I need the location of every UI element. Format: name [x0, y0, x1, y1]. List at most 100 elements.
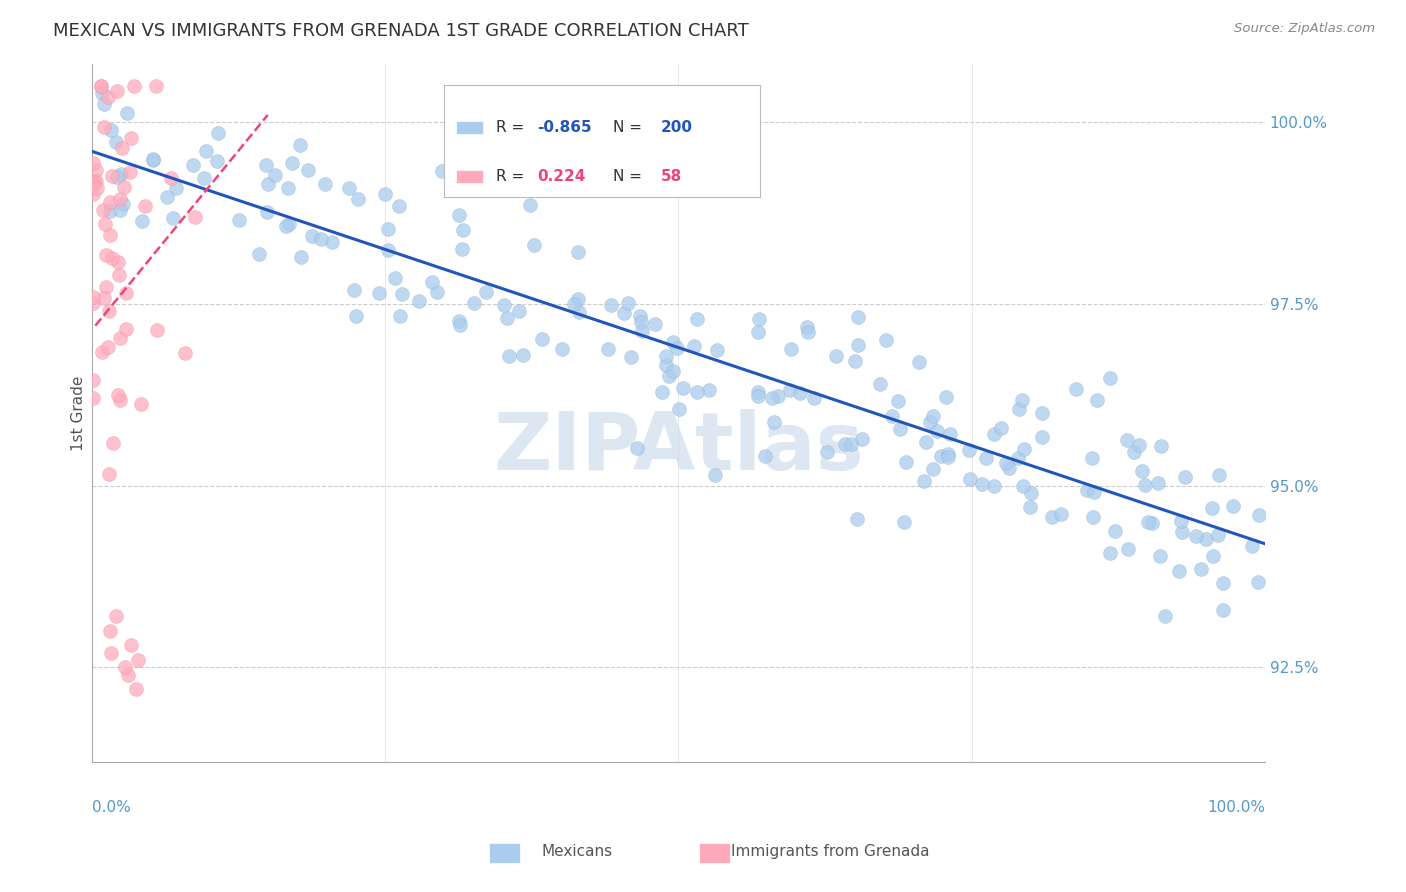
Point [1174, 469, 1197, 483]
Point [131, 214, 153, 228]
Point [321, 235, 343, 250]
Point [146, 323, 169, 337]
Point [697, 383, 720, 397]
Point [815, 445, 838, 459]
Point [98, 467, 121, 482]
Point [281, 156, 304, 170]
Point [1206, 527, 1229, 541]
Point [475, 285, 498, 299]
Point [165, 181, 187, 195]
Point [747, 388, 769, 402]
Point [115, 285, 138, 300]
Point [346, 192, 368, 206]
Point [391, 287, 413, 301]
Point [98, 203, 121, 218]
Point [101, 251, 124, 265]
Point [626, 441, 648, 455]
Point [682, 339, 704, 353]
Point [661, 364, 683, 378]
Point [288, 137, 311, 152]
Point [463, 296, 485, 310]
Point [120, 165, 142, 179]
Point [844, 354, 866, 368]
Point [384, 270, 406, 285]
Point [195, 144, 218, 158]
Point [184, 210, 207, 224]
Point [686, 311, 709, 326]
Point [1241, 539, 1264, 553]
Point [1212, 575, 1234, 590]
Point [112, 179, 135, 194]
Point [990, 420, 1012, 434]
Point [337, 181, 360, 195]
Point [845, 512, 868, 526]
Point [1189, 561, 1212, 575]
Point [377, 222, 399, 236]
Point [107, 255, 129, 269]
Point [108, 330, 131, 344]
Point [277, 181, 299, 195]
Point [839, 437, 862, 451]
Point [568, 305, 591, 319]
Point [620, 350, 643, 364]
Point [274, 219, 297, 233]
Point [512, 348, 534, 362]
Point [508, 304, 530, 318]
Point [1171, 525, 1194, 540]
Point [1031, 430, 1053, 444]
Point [779, 383, 801, 397]
Point [1007, 451, 1029, 466]
Point [935, 390, 957, 404]
Point [90, 344, 112, 359]
Point [613, 306, 636, 320]
Text: Source: ZipAtlas.com: Source: ZipAtlas.com [1234, 22, 1375, 36]
Point [918, 415, 941, 429]
Point [959, 472, 981, 486]
Point [599, 298, 621, 312]
Point [495, 311, 517, 326]
Point [107, 387, 129, 401]
Point [1080, 450, 1102, 465]
Point [628, 309, 651, 323]
Point [98, 624, 121, 638]
Point [451, 223, 474, 237]
Point [1167, 565, 1189, 579]
Point [105, 84, 128, 98]
Point [1081, 510, 1104, 524]
Point [1116, 542, 1139, 557]
Point [80, 177, 103, 191]
Point [249, 247, 271, 261]
Point [451, 242, 474, 256]
Point [257, 177, 280, 191]
Point [875, 334, 897, 348]
Point [1019, 486, 1042, 500]
Point [797, 325, 820, 339]
Point [447, 208, 470, 222]
Point [120, 639, 142, 653]
Point [127, 653, 149, 667]
Point [160, 170, 183, 185]
Point [668, 402, 690, 417]
Point [754, 449, 776, 463]
Point [104, 135, 127, 149]
Point [630, 314, 652, 328]
Point [420, 275, 443, 289]
Point [768, 389, 790, 403]
Point [449, 318, 471, 332]
Text: 0.0%: 0.0% [91, 800, 131, 815]
Point [869, 377, 891, 392]
Text: ZIPAtlas: ZIPAtlas [494, 409, 863, 487]
Point [927, 425, 949, 439]
Point [1098, 371, 1121, 385]
Point [346, 309, 368, 323]
Point [834, 436, 856, 450]
Point [122, 78, 145, 93]
Point [1149, 549, 1171, 563]
Point [665, 341, 688, 355]
Point [957, 442, 980, 457]
Point [747, 385, 769, 400]
Point [114, 660, 136, 674]
Point [377, 244, 399, 258]
Point [658, 369, 681, 384]
Point [494, 297, 516, 311]
